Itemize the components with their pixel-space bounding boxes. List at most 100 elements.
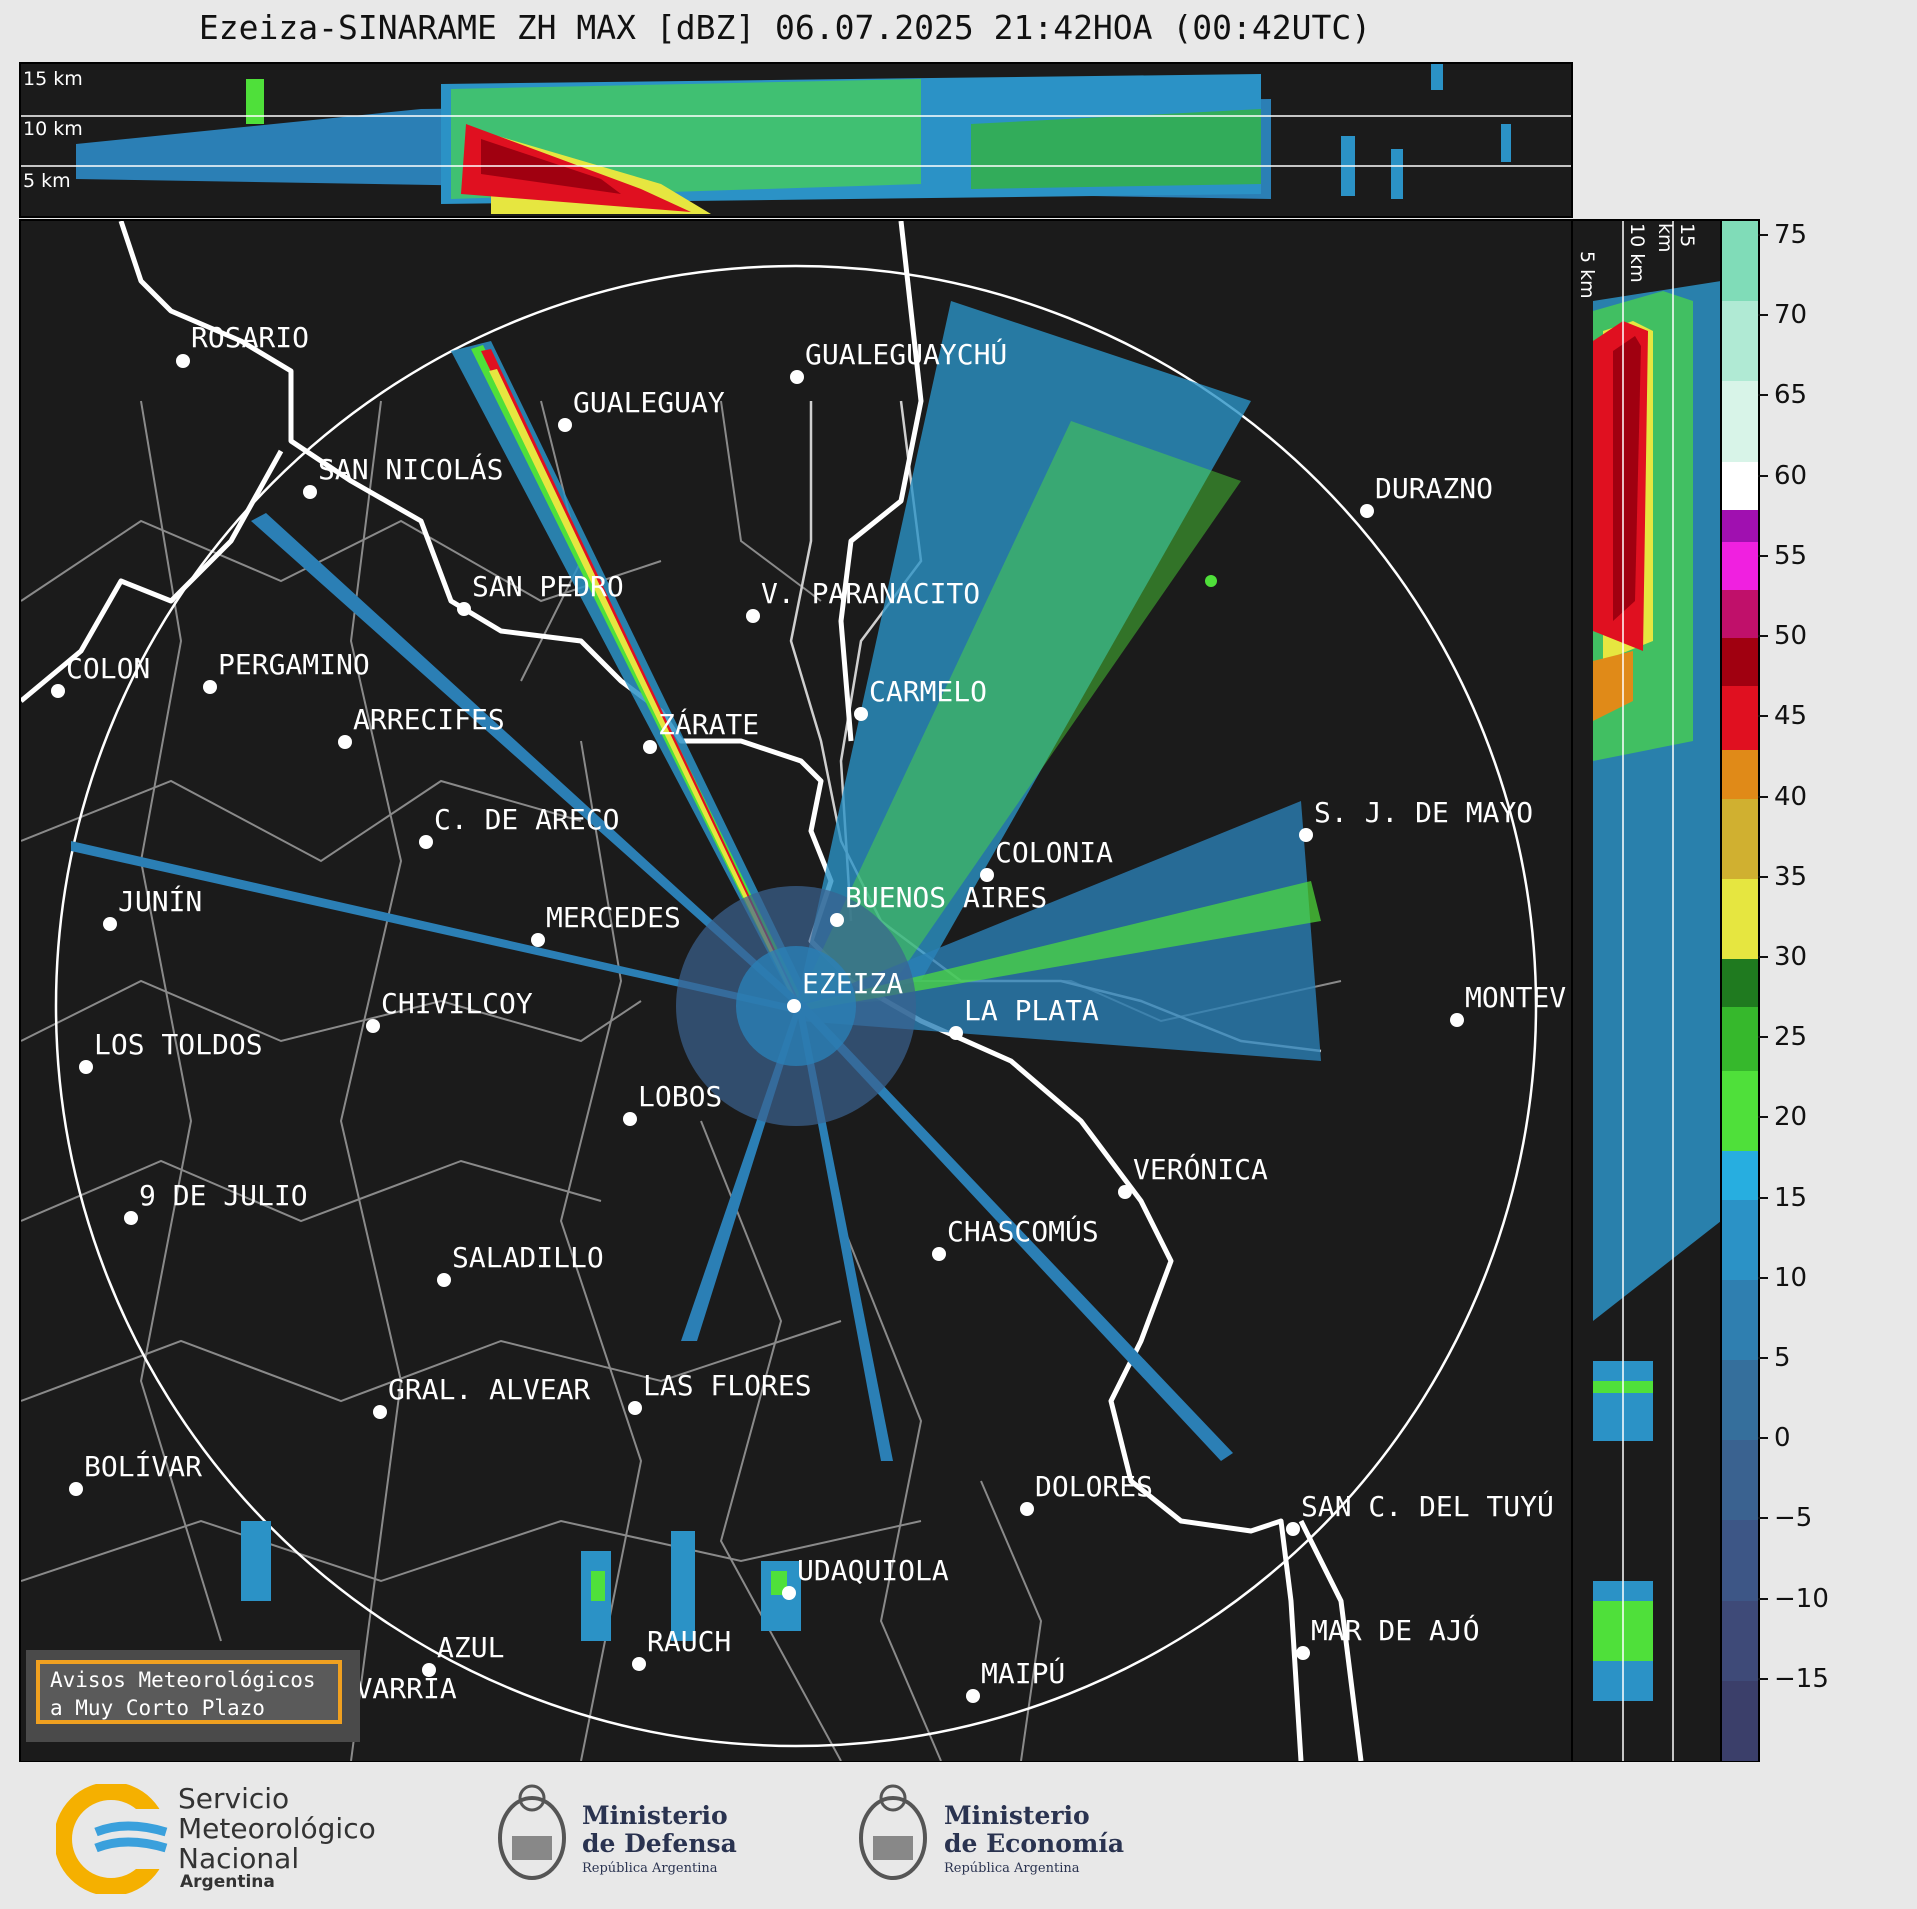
city-label-zarate: ZÁRATE — [658, 708, 760, 741]
footer: Servicio Meteorológico Nacional Argentin… — [0, 1762, 1917, 1909]
smn-line-4: Argentina — [180, 1872, 275, 1892]
city-label-buenos-aires: BUENOS AIRES — [845, 881, 1048, 914]
colorbar-band-11 — [1722, 878, 1758, 959]
city-label-rosario: ROSARIO — [191, 321, 310, 354]
city-dot-dolores — [1020, 1502, 1034, 1516]
city-label-san-c-del-tuyu: SAN C. DEL TUYÚ — [1301, 1490, 1554, 1523]
smn-line-2: Meteorológico — [178, 1812, 376, 1845]
colorbar-band-15 — [1722, 638, 1758, 687]
warning-badge: Avisos Meteorológicos a Muy Corto Plazo — [26, 1650, 360, 1742]
smn-logo-icon — [56, 1784, 176, 1894]
city-dot-carmelo — [854, 707, 868, 721]
city-label-veronica: VERÓNICA — [1133, 1153, 1268, 1186]
colorbar-band-14 — [1722, 686, 1758, 751]
level-label-10km: 10 km — [23, 118, 83, 140]
level-label-5km: 5 km — [23, 170, 71, 192]
city-dot-veronica — [1118, 1185, 1132, 1199]
colorbar-tick-mark — [1758, 875, 1768, 878]
colorbar-band-9 — [1722, 1007, 1758, 1072]
colorbar-band-2 — [1722, 1520, 1758, 1601]
city-dot-rauch — [632, 1657, 646, 1671]
warning-badge-frame: Avisos Meteorológicos a Muy Corto Plazo — [36, 1660, 342, 1724]
economia-line-3: República Argentina — [944, 1861, 1080, 1876]
city-label-carmelo: CARMELO — [869, 675, 988, 708]
colorbar-tick-label: 50 — [1774, 621, 1808, 652]
colorbar-band-7 — [1722, 1151, 1758, 1200]
city-label-ezeiza: EZEIZA — [802, 967, 904, 1000]
colorbar-tick-mark — [1758, 1597, 1768, 1600]
colorbar-tick-mark — [1758, 1356, 1768, 1359]
city-label-bolivar: BOLÍVAR — [84, 1450, 203, 1483]
city-dot-las-flores — [628, 1401, 642, 1415]
city-label-las-flores: LAS FLORES — [643, 1369, 812, 1402]
colorbar-band-0 — [1722, 1680, 1758, 1761]
radar-map-canvas — [21, 221, 1571, 1761]
colorbar-tick-mark — [1758, 1517, 1768, 1520]
side-level-label-15km: 15 km — [1654, 223, 1698, 253]
economia-line-1: Ministerio — [944, 1801, 1090, 1830]
city-dot-chascomus — [932, 1247, 946, 1261]
city-label-udaquiola: UDAQUIOLA — [797, 1554, 949, 1587]
radar-map: ROSARIO GUALEGUAYCHÚ GUALEGUAY SAN NICOL… — [19, 219, 1573, 1763]
city-label-junin: JUNÍN — [118, 885, 203, 918]
city-dot-gualeguaychu — [790, 370, 804, 384]
city-dot-la-plata — [949, 1026, 963, 1040]
city-dot-azul — [422, 1663, 436, 1677]
city-dot-mar-de-ajo — [1296, 1646, 1310, 1660]
city-dot-lobos — [623, 1112, 637, 1126]
city-label-rauch: RAUCH — [647, 1625, 732, 1658]
city-dot-buenos-aires — [830, 913, 844, 927]
defensa-line-2: de Defensa — [582, 1829, 737, 1858]
colorbar-tick-label: −5 — [1774, 1503, 1813, 1534]
colorbar-tick-mark — [1758, 955, 1768, 958]
city-dot-san-pedro — [457, 602, 471, 616]
defensa-line-1: Ministerio — [582, 1801, 728, 1830]
level-label-15km: 15 km — [23, 68, 83, 90]
colorbar-tick-label: 65 — [1774, 380, 1808, 411]
colorbar-band-13 — [1722, 750, 1758, 799]
city-label-lobos: LOBOS — [638, 1080, 723, 1113]
city-label-azul: AZUL — [437, 1631, 505, 1664]
top-radar-cross-section — [21, 64, 1571, 216]
city-dot-montevideo — [1450, 1013, 1464, 1027]
city-label-montevideo: MONTEV — [1465, 981, 1567, 1014]
radar-echoes — [71, 301, 1321, 1641]
colorbar-tick-label: 35 — [1774, 861, 1808, 892]
city-label-la-plata: LA PLATA — [964, 994, 1099, 1027]
chart-title: Ezeiza-SINARAME ZH MAX [dBZ] 06.07.2025 … — [198, 8, 1372, 47]
city-dot-arrecifes — [338, 735, 352, 749]
city-label-san-pedro: SAN PEDRO — [472, 570, 624, 603]
city-dot-san-nicolas — [303, 485, 317, 499]
colorbar-tick-label: 0 — [1774, 1423, 1791, 1454]
side-echo-layers — [1593, 281, 1721, 1701]
defensa-line-3: República Argentina — [582, 1861, 718, 1876]
city-label-san-nicolas: SAN NICOLÁS — [318, 453, 504, 486]
city-dot-v-paranacito — [746, 609, 760, 623]
smn-line-1: Servicio — [178, 1782, 290, 1815]
city-dot-junin — [103, 917, 117, 931]
colorbar-band-22 — [1722, 221, 1758, 302]
badge-line-1: Avisos Meteorológicos — [50, 1668, 316, 1692]
colorbar-tick-label: 5 — [1774, 1342, 1791, 1373]
colorbar-tick-mark — [1758, 1677, 1768, 1680]
city-dot-colonia — [980, 868, 994, 882]
colorbar-tick-label: 20 — [1774, 1102, 1808, 1133]
coastline — [21, 221, 1364, 1761]
colorbar-tick-label: 45 — [1774, 701, 1808, 732]
colorbar-tick-mark — [1758, 1036, 1768, 1039]
colorbar-band-16 — [1722, 589, 1758, 639]
colorbar-band-20 — [1722, 381, 1758, 462]
badge-line-2: a Muy Corto Plazo — [50, 1696, 265, 1720]
economia-seal-icon — [859, 1784, 927, 1880]
city-dot-rosario — [176, 354, 190, 368]
city-label-maipu: MAIPÚ — [981, 1657, 1066, 1690]
colorbar-band-6 — [1722, 1199, 1758, 1280]
colorbar-ticks: 75 70 65 60 55 50 45 40 35 30 25 20 15 10 5 0 −5 −10 −15 — [1758, 219, 1878, 1759]
colorbar-band-21 — [1722, 301, 1758, 382]
city-dot-colon — [51, 684, 65, 698]
city-label-mar-de-ajo: MAR DE AJÓ — [1311, 1614, 1480, 1647]
colorbar-band-18 — [1722, 509, 1758, 542]
side-height-panel: 5 km 10 km 15 km — [1571, 219, 1723, 1763]
colorbar-tick-label: 25 — [1774, 1022, 1808, 1053]
city-label-saladillo: SALADILLO — [452, 1241, 604, 1274]
